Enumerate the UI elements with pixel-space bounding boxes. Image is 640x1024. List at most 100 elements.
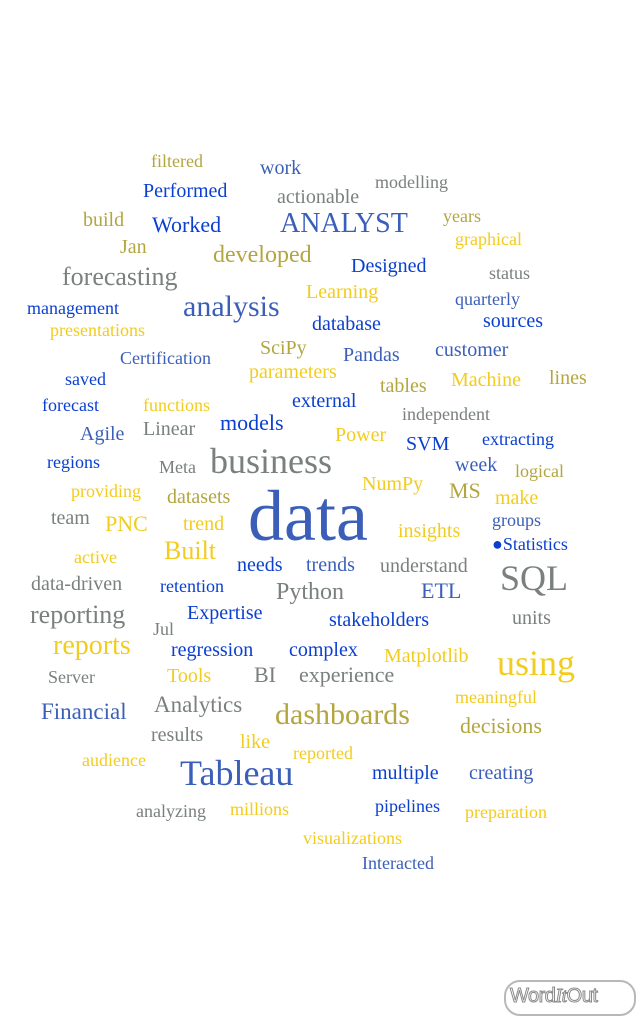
cloud-word: Jul bbox=[153, 619, 175, 639]
cloud-word: pipelines bbox=[375, 796, 440, 816]
cloud-word: Agile bbox=[80, 423, 125, 445]
cloud-word: reporting bbox=[30, 600, 126, 629]
cloud-word: week bbox=[455, 454, 498, 476]
cloud-word: data bbox=[248, 476, 368, 556]
cloud-word: extracting bbox=[482, 429, 554, 449]
cloud-word: preparation bbox=[465, 802, 547, 822]
cloud-word: team bbox=[51, 507, 90, 529]
cloud-word: years bbox=[443, 206, 481, 226]
cloud-word: parameters bbox=[249, 361, 337, 383]
cloud-word: Meta bbox=[159, 457, 196, 477]
cloud-word: Worked bbox=[152, 212, 222, 237]
cloud-word: modelling bbox=[375, 172, 448, 192]
cloud-word: decisions bbox=[460, 713, 542, 738]
cloud-word: multiple bbox=[372, 762, 439, 784]
cloud-word: PNC bbox=[105, 511, 148, 536]
cloud-word: analysis bbox=[183, 290, 280, 323]
cloud-word: business bbox=[210, 441, 333, 481]
logo-badge bbox=[504, 980, 636, 1016]
cloud-word: Pandas bbox=[343, 344, 400, 366]
cloud-word: quarterly bbox=[455, 289, 520, 309]
cloud-word: experience bbox=[299, 662, 395, 687]
cloud-word: understand bbox=[380, 555, 468, 577]
cloud-word: Jan bbox=[120, 236, 147, 258]
logo-text: WordItOut bbox=[509, 985, 598, 1007]
cloud-word: presentations bbox=[50, 320, 145, 340]
cloud-word: NumPy bbox=[362, 473, 424, 495]
cloud-word: filtered bbox=[151, 151, 203, 171]
cloud-word: data-driven bbox=[31, 573, 123, 595]
cloud-word: creating bbox=[469, 762, 534, 784]
cloud-word: Financial bbox=[41, 699, 127, 724]
cloud-word: results bbox=[151, 724, 204, 746]
cloud-word: Interacted bbox=[362, 853, 434, 873]
cloud-word: reports bbox=[53, 630, 131, 661]
cloud-word: sources bbox=[483, 310, 543, 332]
cloud-word: Expertise bbox=[187, 602, 263, 624]
cloud-word: forecast bbox=[42, 395, 99, 415]
cloud-word: work bbox=[260, 157, 302, 179]
cloud-word: ANALYST bbox=[280, 208, 408, 239]
cloud-word: MS bbox=[449, 478, 481, 503]
cloud-word: external bbox=[292, 390, 357, 412]
cloud-word: Built bbox=[164, 536, 217, 565]
cloud-word: providing bbox=[71, 481, 141, 501]
cloud-word: customer bbox=[435, 339, 509, 361]
cloud-word: independent bbox=[402, 404, 490, 424]
cloud-word: models bbox=[220, 410, 284, 435]
cloud-word: SQL bbox=[500, 558, 569, 598]
cloud-word: Python bbox=[276, 579, 345, 605]
cloud-word: reported bbox=[293, 743, 353, 763]
cloud-word: trends bbox=[306, 554, 355, 576]
cloud-word: like bbox=[240, 731, 270, 753]
cloud-word: using bbox=[497, 643, 576, 683]
cloud-word: Server bbox=[48, 667, 95, 687]
cloud-word: saved bbox=[65, 369, 106, 389]
cloud-word: groups bbox=[492, 510, 541, 530]
cloud-word: status bbox=[489, 263, 531, 283]
cloud-word: build bbox=[83, 209, 125, 231]
cloud-word: stakeholders bbox=[329, 609, 429, 631]
cloud-word: retention bbox=[160, 576, 224, 596]
cloud-word: make bbox=[495, 487, 539, 509]
cloud-word: Learning bbox=[306, 281, 379, 303]
cloud-word: regions bbox=[47, 452, 100, 472]
cloud-word: Tableau bbox=[180, 753, 294, 793]
cloud-word: graphical bbox=[455, 229, 522, 249]
cloud-word: meaningful bbox=[455, 687, 537, 707]
cloud-word: Tools bbox=[167, 665, 212, 687]
cloud-word: insights bbox=[398, 520, 461, 542]
cloud-word: active bbox=[74, 547, 117, 567]
cloud-word: datasets bbox=[167, 486, 231, 508]
cloud-word: Analytics bbox=[154, 692, 243, 717]
cloud-word: tables bbox=[380, 375, 427, 397]
cloud-word: forecasting bbox=[62, 262, 178, 291]
cloud-word: complex bbox=[289, 639, 358, 661]
cloud-word: Machine bbox=[451, 369, 521, 391]
cloud-word: trend bbox=[183, 513, 225, 535]
cloud-word: developed bbox=[213, 242, 312, 268]
cloud-word: ETL bbox=[421, 578, 462, 603]
cloud-word: analyzing bbox=[136, 801, 206, 821]
cloud-word: Linear bbox=[143, 418, 196, 440]
cloud-word: visualizations bbox=[303, 828, 402, 848]
cloud-word: lines bbox=[549, 367, 587, 389]
cloud-word: SVM bbox=[406, 433, 450, 455]
cloud-word: functions bbox=[143, 395, 210, 415]
cloud-word: database bbox=[312, 313, 381, 335]
cloud-word: Power bbox=[335, 424, 387, 446]
cloud-word: BI bbox=[254, 662, 276, 687]
cloud-word: dashboards bbox=[275, 698, 410, 731]
cloud-word: regression bbox=[171, 639, 254, 661]
cloud-word: SciPy bbox=[260, 337, 307, 359]
cloud-word: Performed bbox=[143, 180, 228, 202]
cloud-word: ●Statistics bbox=[492, 534, 568, 554]
cloud-word: Certification bbox=[120, 348, 211, 368]
cloud-word: Matplotlib bbox=[384, 645, 469, 667]
cloud-word: logical bbox=[515, 461, 564, 481]
cloud-word: management bbox=[27, 298, 119, 318]
cloud-word: actionable bbox=[277, 186, 360, 208]
cloud-word: units bbox=[512, 607, 551, 629]
cloud-word: needs bbox=[237, 554, 283, 576]
